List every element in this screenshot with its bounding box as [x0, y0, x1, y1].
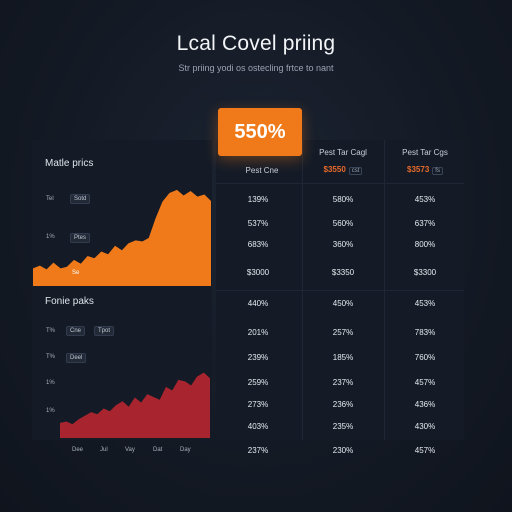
table-cell: 783%	[414, 328, 436, 337]
area-series	[60, 373, 210, 438]
column-price-3: $3573 fs	[385, 165, 465, 175]
table-cell: 637%	[414, 219, 436, 228]
table-cell: 440%	[247, 299, 269, 308]
highlight-badge[interactable]: 550%	[218, 108, 302, 156]
table-cell: $3300	[413, 268, 437, 277]
price-value: $3550	[323, 165, 346, 174]
series-line	[33, 189, 211, 272]
bottom-chip-3[interactable]: Deel	[66, 353, 87, 363]
bottom-area-chart	[60, 372, 210, 438]
price-value: $3573	[407, 165, 430, 174]
table-cell: 683%	[247, 240, 269, 249]
table-cell: 760%	[414, 353, 436, 362]
xtick-2: Jul	[100, 447, 108, 453]
xtick-1: Dee	[72, 447, 84, 453]
table-cell: 800%	[414, 240, 436, 249]
bottom-chip-2[interactable]: Tpot	[94, 326, 115, 336]
xtick-3: Vay	[125, 447, 135, 453]
bottom-ytick-1: T%	[46, 328, 55, 334]
bottom-ytick-2: T%	[46, 354, 55, 360]
table-cell: 257%	[332, 328, 354, 337]
page-title: Lcal Covel priing	[176, 32, 336, 55]
table-cell: 273%	[247, 400, 269, 409]
xtick-4: Dat	[153, 447, 163, 453]
column-header-2: Pest Tar Cagl	[319, 148, 367, 157]
table-row-divider	[216, 290, 464, 291]
table-cell: 139%	[247, 195, 269, 204]
table-cell: 235%	[332, 422, 354, 431]
bottom-chart-title: Fonie paks	[45, 296, 94, 307]
table-cell: 450%	[332, 299, 354, 308]
bottom-ytick-3: 1%	[46, 380, 55, 386]
column-header-1: Pest Cne	[245, 166, 279, 175]
top-chart-title: Matle prics	[45, 158, 94, 169]
table-row-divider	[216, 183, 464, 184]
area-series	[33, 190, 211, 286]
table-cell: 436%	[414, 400, 436, 409]
column-header-3: Pest Tar Cgs	[402, 148, 448, 157]
table-cell: 237%	[247, 446, 269, 455]
table-cell: 430%	[414, 422, 436, 431]
table-cell: 237%	[332, 378, 354, 387]
table-cell: 457%	[414, 378, 436, 387]
table-cell: 239%	[247, 353, 269, 362]
table-cell: $3000	[246, 268, 270, 277]
table-cell: 457%	[414, 446, 436, 455]
table-cell: 236%	[332, 400, 354, 409]
series-line	[60, 372, 210, 426]
table-cell: 185%	[332, 353, 354, 362]
page-subtitle: Str priing yodi os ostecling frtce to na…	[178, 63, 334, 73]
table-cell: 580%	[332, 195, 354, 204]
bottom-chip-1[interactable]: Cne	[66, 326, 86, 336]
top-inline-label: Se	[72, 270, 80, 276]
top-area-chart	[33, 189, 211, 286]
top-chip-2[interactable]: Ptes	[70, 233, 91, 243]
table-cell: 537%	[247, 219, 269, 228]
table-cell: 453%	[414, 195, 436, 204]
table-cell: $3350	[331, 268, 355, 277]
table-cell: 560%	[332, 219, 354, 228]
top-chip-1[interactable]: Sotd	[70, 194, 91, 204]
top-ytick-1: Tel	[46, 196, 54, 202]
table-cell: 230%	[332, 446, 354, 455]
bottom-ytick-4: 1%	[46, 408, 55, 414]
table-cell: 403%	[247, 422, 269, 431]
table-cell: 360%	[332, 240, 354, 249]
table-cell: 201%	[247, 328, 269, 337]
table-cell: 259%	[247, 378, 269, 387]
column-price-2: $3550 cst	[303, 165, 383, 175]
xtick-5: Day	[180, 447, 191, 453]
top-ytick-2: 1%	[46, 234, 55, 240]
price-tag: cst	[348, 167, 363, 175]
price-tag: fs	[432, 167, 443, 175]
table-cell: 453%	[414, 299, 436, 308]
